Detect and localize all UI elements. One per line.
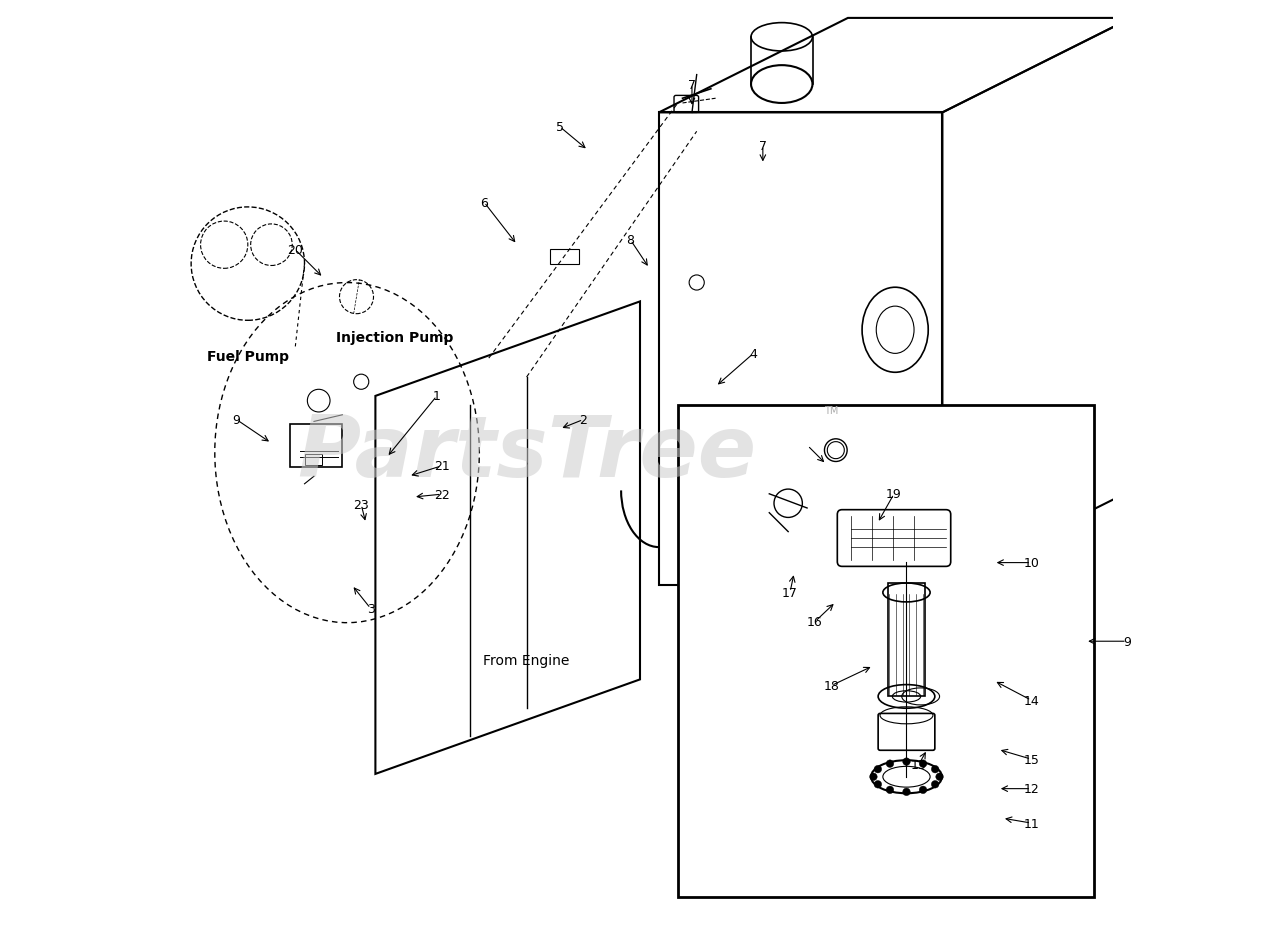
- Text: 4: 4: [750, 347, 758, 361]
- Circle shape: [919, 786, 927, 794]
- Circle shape: [874, 781, 882, 788]
- FancyBboxPatch shape: [678, 406, 1093, 897]
- Text: 12: 12: [1023, 783, 1039, 795]
- Text: 10: 10: [1023, 557, 1039, 569]
- Circle shape: [902, 758, 910, 766]
- Circle shape: [932, 781, 940, 788]
- Text: 19: 19: [886, 488, 902, 500]
- Text: 7: 7: [759, 140, 767, 153]
- Circle shape: [869, 773, 877, 781]
- Text: 22: 22: [434, 488, 449, 501]
- Text: PartsTree: PartsTree: [297, 412, 756, 495]
- Circle shape: [886, 786, 893, 794]
- Text: 1: 1: [433, 390, 440, 403]
- Circle shape: [936, 773, 943, 781]
- Text: 3: 3: [367, 602, 375, 615]
- Text: 7: 7: [687, 78, 696, 92]
- Text: 5: 5: [556, 121, 563, 134]
- Text: 8: 8: [626, 234, 635, 247]
- Circle shape: [919, 760, 927, 767]
- Text: TM: TM: [824, 406, 838, 415]
- Text: 21: 21: [434, 460, 449, 473]
- Text: 11: 11: [1023, 817, 1039, 830]
- Text: From Engine: From Engine: [484, 654, 570, 667]
- Text: 15: 15: [1023, 753, 1039, 766]
- Text: 13: 13: [911, 758, 927, 770]
- Circle shape: [874, 766, 882, 773]
- Circle shape: [932, 766, 940, 773]
- Text: 17: 17: [782, 586, 797, 598]
- Text: Fuel Pump: Fuel Pump: [207, 349, 289, 363]
- Text: 20: 20: [287, 244, 303, 257]
- Text: Injection Pump: Injection Pump: [335, 330, 453, 345]
- Text: 9: 9: [233, 413, 241, 427]
- Circle shape: [886, 760, 893, 767]
- Text: 2: 2: [580, 413, 588, 427]
- Text: 23: 23: [353, 498, 369, 512]
- Circle shape: [902, 788, 910, 796]
- Text: 6: 6: [480, 196, 488, 210]
- Text: 14: 14: [1023, 694, 1039, 707]
- Text: 9: 9: [1123, 635, 1130, 648]
- Text: 16: 16: [808, 615, 823, 629]
- Text: 18: 18: [824, 680, 840, 692]
